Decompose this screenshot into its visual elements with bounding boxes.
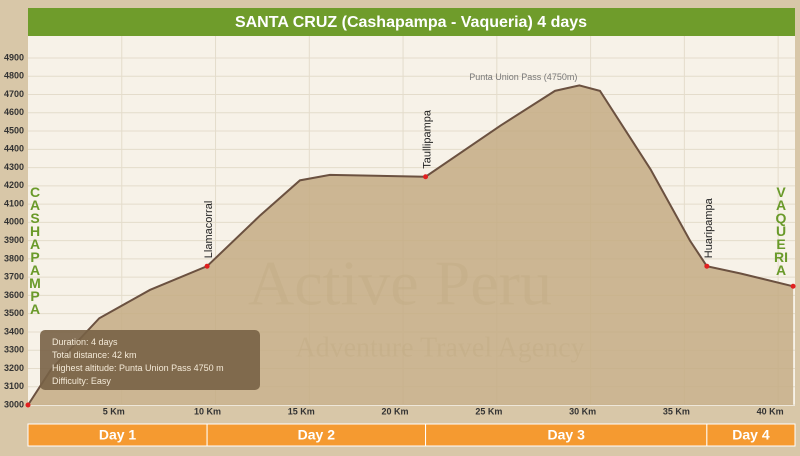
chart-title: SANTA CRUZ (Cashapampa - Vaqueria) 4 day… — [235, 14, 587, 31]
start-label: CASHAPAMPA — [29, 184, 41, 317]
info-line: Duration: 4 days — [52, 337, 118, 347]
info-line: Highest altitude: Punta Union Pass 4750 … — [52, 363, 224, 373]
day-label: Day 1 — [99, 427, 137, 443]
day-segment — [706, 423, 796, 447]
area — [28, 85, 794, 405]
y-tick-label: 3900 — [4, 235, 24, 245]
x-tick-label: 30 Km — [569, 406, 596, 416]
y-tick-label: 3700 — [4, 272, 24, 282]
y-tick-label: 3400 — [4, 326, 24, 336]
waypoint-marker — [204, 263, 210, 269]
waypoint-label: Huaripampa — [703, 197, 715, 258]
x-tick-label: 25 Km — [475, 406, 502, 416]
y-tick-label: 3500 — [4, 308, 24, 318]
x-tick-label: 20 Km — [382, 406, 409, 416]
title-bar — [28, 8, 795, 36]
x-tick-label: 10 Km — [194, 406, 221, 416]
y-tick-label: 3000 — [4, 399, 24, 409]
y-tick-label: 4600 — [4, 107, 24, 117]
y-tick-label: 3200 — [4, 363, 24, 373]
waypoint-label: Llamacorral — [203, 201, 215, 258]
y-tick-label: 4700 — [4, 89, 24, 99]
info-line: Difficulty: Easy — [52, 376, 111, 386]
y-tick-label: 4000 — [4, 217, 24, 227]
y-tick-label: 3600 — [4, 290, 24, 300]
x-tick-label: 5 Km — [103, 406, 125, 416]
y-tick-label: 3300 — [4, 345, 24, 355]
x-tick-label: 40 Km — [757, 406, 784, 416]
endpoint-marker — [790, 283, 796, 289]
line — [27, 84, 794, 406]
x-tick-label: 35 Km — [663, 406, 690, 416]
end-label: VAQUERIA — [774, 184, 788, 278]
waypoint-marker — [423, 174, 429, 180]
summit-label: Punta Union Pass (4750m) — [469, 72, 577, 82]
day-label: Day 2 — [298, 427, 336, 443]
day-label: Day 4 — [732, 427, 770, 443]
x-tick-label: 15 Km — [288, 406, 315, 416]
day-label: Day 3 — [548, 427, 586, 443]
y-tick-label: 3100 — [4, 381, 24, 391]
waypoint-label: Taullipampa — [421, 109, 433, 169]
y-tick-label: 4800 — [4, 71, 24, 81]
y-tick-label: 3800 — [4, 253, 24, 263]
waypoint-marker — [704, 263, 710, 269]
y-tick-label: 4400 — [4, 144, 24, 154]
info-box: Duration: 4 days Total distance: 42 km H… — [40, 330, 260, 390]
info-line: Total distance: 42 km — [52, 350, 137, 360]
y-tick-label: 4500 — [4, 125, 24, 135]
y-tick-label: 4900 — [4, 52, 24, 62]
y-tick-label: 4300 — [4, 162, 24, 172]
endpoint-marker — [25, 402, 31, 408]
y-tick-label: 4200 — [4, 180, 24, 190]
y-tick-label: 4100 — [4, 198, 24, 208]
